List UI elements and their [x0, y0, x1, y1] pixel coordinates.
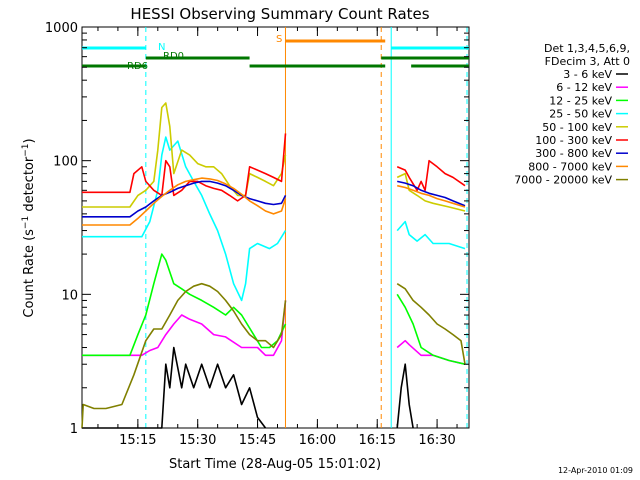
bar-label-s: S	[276, 34, 282, 45]
y-label-sup-1: −1	[21, 216, 31, 229]
legend-entry-label-6: 300 - 800 keV	[535, 147, 612, 160]
x-tick-label-4: 16:15	[359, 433, 396, 448]
series-line-8-seg-0	[81, 282, 287, 429]
legend-entry-label-3: 25 - 50 keV	[549, 108, 612, 121]
series-line-7-seg-0	[82, 177, 287, 226]
legend-header-1: Det 1,3,4,5,6,9,	[544, 42, 630, 55]
event-lines	[145, 27, 468, 428]
y-tick-label-1: 10	[61, 288, 78, 303]
series-line-3-seg-1	[396, 220, 466, 250]
legend-entry-label-5: 100 - 300 keV	[535, 134, 612, 147]
series-line-0-seg-0	[82, 346, 267, 429]
series-line-4-seg-1	[396, 172, 466, 212]
y-label-part-a: Count Rate (s	[22, 229, 37, 318]
series-line-2-seg-0	[82, 253, 287, 357]
legend-header-2: FDecim 3, Att 0	[545, 55, 630, 68]
y-tick-label-0: 1	[70, 422, 78, 437]
y-tick-label-2: 100	[53, 155, 78, 170]
timestamp: 12-Apr-2010 01:09	[558, 466, 633, 475]
x-tick-label-3: 16:00	[299, 433, 336, 448]
x-tick-label-2: 15:45	[239, 433, 276, 448]
y-label-part-b: detector	[22, 156, 37, 216]
series-line-0-seg-1	[396, 363, 414, 429]
series-line-4-seg-0	[82, 102, 287, 208]
chart-title: HESSI Observing Summary Count Rates	[130, 5, 429, 23]
series-line-8-seg-1	[396, 283, 466, 365]
bar-label-rd6: RD6	[127, 61, 148, 72]
legend-entry-label-7: 800 - 7000 keV	[528, 160, 612, 173]
y-axis-label: Count Rate (s−1 detector−1)	[21, 138, 37, 317]
legend: Det 1,3,4,5,6,9, FDecim 3, Att 0 3 - 6 k…	[514, 42, 630, 187]
x-tick-label-1: 15:30	[179, 433, 216, 448]
series-line-1-seg-1	[396, 339, 466, 365]
plot-frame	[81, 26, 470, 429]
series-line-1-seg-0	[82, 300, 287, 357]
axes: 15:15 15:30 15:45 16:00 16:15 16:30 1 10 100 1000	[45, 21, 469, 448]
series-lines	[81, 102, 466, 429]
y-label-sup-2: −1	[21, 143, 31, 156]
x-tick-label-0: 15:15	[119, 433, 156, 448]
legend-entry-label-4: 50 - 100 keV	[542, 121, 612, 134]
legend-entry-label-2: 12 - 25 keV	[549, 94, 612, 107]
series-line-7-seg-1	[397, 184, 466, 208]
series-line-6-seg-1	[397, 180, 466, 207]
x-axis-label: Start Time (28-Aug-05 15:01:02)	[169, 457, 381, 472]
series-line-5-seg-1	[396, 159, 466, 192]
y-tick-label-3: 1000	[45, 21, 78, 36]
series-line-6-seg-0	[82, 180, 287, 218]
y-label-part-c: )	[22, 138, 37, 143]
x-tick-label-5: 16:30	[418, 433, 455, 448]
legend-entry-label-8: 7000 - 20000 keV	[514, 174, 612, 187]
legend-entry-label-0: 3 - 6 keV	[563, 68, 612, 81]
series-line-5-seg-0	[82, 133, 287, 202]
series-line-3-seg-0	[82, 136, 287, 302]
legend-entry-label-1: 6 - 12 keV	[556, 81, 612, 94]
series-line-2-seg-1	[396, 293, 466, 365]
bar-label-n: N	[158, 42, 165, 53]
bar-label-rd0: RD0	[163, 51, 184, 62]
